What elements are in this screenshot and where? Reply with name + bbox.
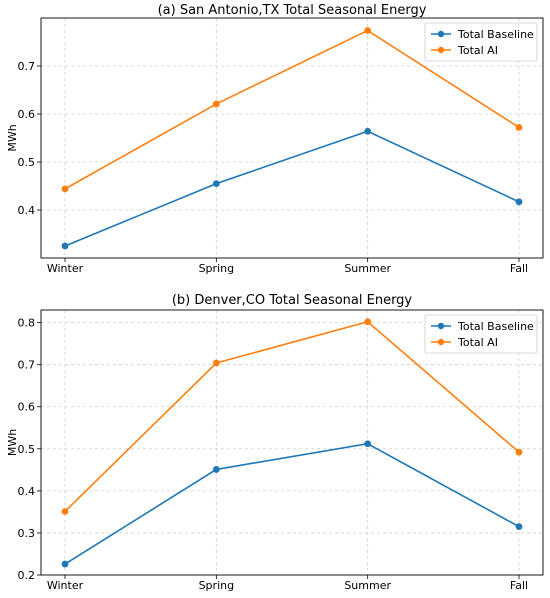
data-point — [515, 523, 523, 531]
data-point — [515, 124, 523, 131]
data-point — [212, 100, 220, 108]
data-point — [364, 318, 372, 326]
data-point — [212, 359, 220, 367]
chart-san-antonio: Winter Spring Summer Fall 0.4 0.5 0.6 0.7 (a) Sa… — [6, 3, 544, 275]
chart-denver: Winter Spring Summer Fall 0.2 0.3 0.4 0.5 0.6 0.7… — [6, 293, 544, 592]
x-tick-label: Summer — [344, 262, 391, 275]
y-tick-label: 0.7 — [18, 359, 36, 372]
legend-box — [424, 314, 538, 354]
legend-label: Total Baseline — [457, 28, 534, 41]
legend-label: Total Baseline — [457, 320, 534, 333]
x-tick-label: Spring — [199, 262, 235, 275]
legend-marker — [437, 46, 445, 54]
axes-frame — [40, 309, 544, 576]
y-tick-label: 0.7 — [18, 60, 36, 73]
data-point — [364, 440, 372, 448]
series-line-1 — [64, 29, 520, 190]
legend-marker — [437, 338, 445, 346]
chart-title: (a) San Antonio,TX Total Seasonal Energy — [158, 3, 427, 18]
y-tick-label: 0.5 — [18, 156, 36, 169]
legend-marker — [437, 30, 445, 38]
y-tick-label: 0.4 — [18, 485, 36, 498]
legend-marker — [437, 322, 445, 330]
data-point — [212, 466, 220, 473]
x-tick-label: Summer — [344, 579, 391, 592]
legend-label: Total AI — [457, 44, 498, 57]
data-point — [61, 560, 69, 568]
y-tick-label: 0.6 — [18, 108, 36, 121]
axes-frame — [40, 17, 544, 259]
series-line-0 — [64, 130, 520, 247]
series-line-0 — [64, 442, 520, 565]
data-point — [212, 180, 220, 188]
x-tick-label: Winter — [47, 579, 84, 592]
y-tick-label: 0.6 — [18, 401, 36, 414]
y-tick-label: 0.2 — [18, 569, 36, 582]
data-point — [61, 242, 69, 250]
legend-box — [424, 22, 538, 62]
y-tick-label: 0.8 — [18, 317, 36, 330]
x-tick-label: Spring — [199, 579, 235, 592]
x-tick-label: Fall — [510, 262, 528, 275]
y-tick-label: 0.5 — [18, 443, 36, 456]
data-point — [364, 127, 372, 135]
data-point — [61, 508, 69, 515]
data-point — [61, 185, 69, 193]
y-tick-label: 0.4 — [18, 204, 36, 217]
data-point — [364, 27, 372, 34]
chart-title: (b) Denver,CO Total Seasonal Energy — [172, 293, 413, 308]
legend-label: Total AI — [457, 336, 498, 349]
y-axis-label: MWh — [6, 124, 19, 151]
y-axis-label: MWh — [6, 429, 19, 456]
x-tick-label: Winter — [47, 262, 84, 275]
data-point — [515, 198, 523, 206]
data-point — [515, 448, 523, 456]
x-tick-label: Fall — [510, 579, 528, 592]
series-line-1 — [64, 320, 520, 513]
y-tick-label: 0.3 — [18, 527, 36, 540]
